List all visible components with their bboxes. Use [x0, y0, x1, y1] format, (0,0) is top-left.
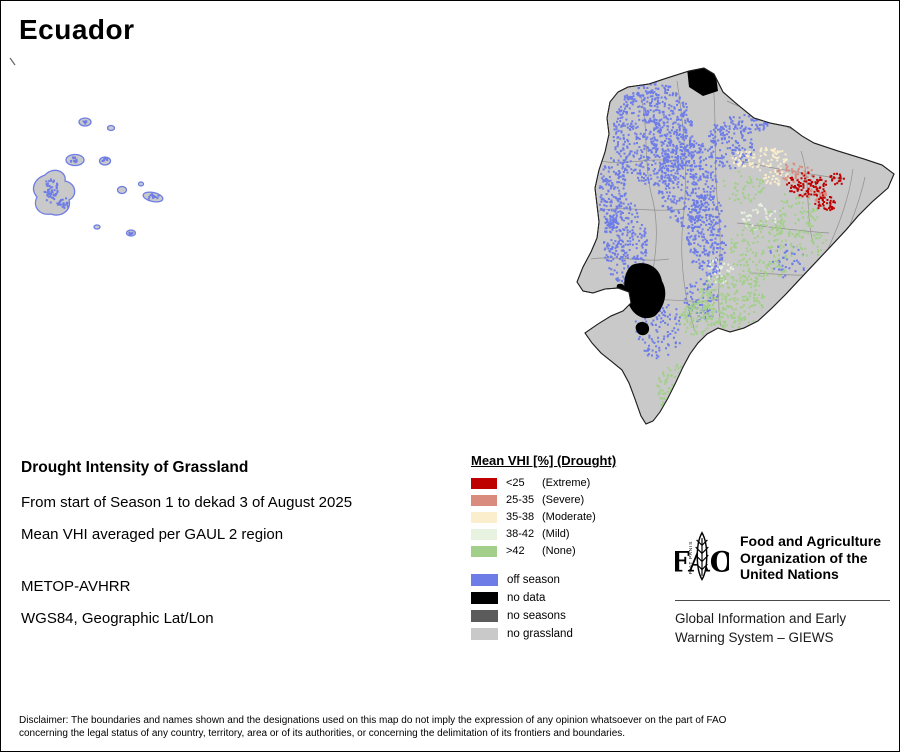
legend-row-off-season: off season	[471, 573, 616, 586]
swatch-moderate	[471, 511, 497, 523]
legend-label: no seasons	[507, 609, 566, 622]
fao-motto-text: FIAT PANIS	[688, 541, 694, 574]
legend-label: no grassland	[507, 627, 573, 640]
swatch-no-data	[471, 591, 498, 604]
legend-value: 38-42	[506, 528, 535, 540]
spacer	[21, 558, 352, 578]
giews-caption: Global Information and Early Warning Sys…	[675, 609, 890, 647]
legend-extra-section: off season no data no seasons no grassla…	[471, 573, 616, 640]
legend-label: (Mild)	[542, 528, 570, 540]
legend: Mean VHI [%] (Drought) <25 (Extreme) 25-…	[471, 453, 616, 645]
fao-org-line: Organization of the	[740, 549, 868, 566]
giews-line: Global Information and Early	[675, 611, 847, 626]
legend-row-no-grassland: no grassland	[471, 627, 616, 640]
legend-label: no data	[507, 591, 546, 604]
fao-logo-icon: FAO FIAT PANIS	[675, 531, 729, 581]
map-projection-line: WGS84, Geographic Lat/Lon	[21, 610, 214, 627]
legend-label: (Extreme)	[542, 477, 591, 489]
legend-label: off season	[507, 573, 560, 586]
swatch-severe	[471, 494, 497, 506]
legend-label: (None)	[542, 545, 576, 557]
swatch-no-seasons	[471, 609, 498, 622]
no-data-areas	[616, 68, 718, 336]
legend-row-moderate: 35-38 (Moderate)	[471, 511, 616, 523]
legend-title: Mean VHI [%] (Drought)	[471, 453, 617, 468]
galapagos-islands	[9, 57, 164, 237]
legend-row-extreme: <25 (Extreme)	[471, 477, 616, 489]
ecuador-mainland	[576, 67, 895, 425]
wheat-ear-icon	[695, 538, 709, 576]
fao-org-name: Food and Agriculture Organization of the…	[740, 529, 881, 583]
map-period-line: From start of Season 1 to dekad 3 of Aug…	[21, 494, 353, 511]
legend-label: (Severe)	[542, 494, 585, 506]
map-subject-heading: Drought Intensity of Grassland	[21, 459, 249, 476]
map-aggregation-line: Mean VHI averaged per GAUL 2 region	[21, 526, 284, 543]
legend-row-mild: 38-42 (Mild)	[471, 528, 616, 540]
galapagos-offseason-speckles	[43, 120, 160, 236]
fao-org-line: Food and Agriculture	[740, 533, 882, 549]
fao-org-line: United Nations	[740, 566, 839, 582]
legend-value: 25-35	[506, 494, 535, 506]
swatch-no-grassland	[471, 627, 498, 640]
swatch-mild	[471, 528, 497, 540]
fao-block: FAO FIAT PANIS Food and Agriculture Orga…	[675, 529, 890, 647]
disclaimer-line: concerning the legal status of any count…	[19, 727, 626, 739]
legend-value: >42	[506, 545, 525, 557]
country-outline	[576, 67, 895, 425]
legend-row-no-data: no data	[471, 591, 616, 604]
map-info-block: Drought Intensity of Grassland From star…	[21, 459, 352, 642]
map-sensor-line: METOP-AVHRR	[21, 578, 131, 595]
fao-branding: FAO FIAT PANIS Food and Agriculture Orga…	[675, 529, 890, 585]
giews-line: Warning System – GIEWS	[675, 630, 834, 645]
legend-row-severe: 25-35 (Severe)	[471, 494, 616, 506]
legend-value: <25	[506, 477, 525, 489]
fao-divider	[675, 600, 890, 601]
legend-label: (Moderate)	[542, 511, 596, 523]
swatch-off-season	[471, 573, 498, 586]
legend-row-no-seasons: no seasons	[471, 609, 616, 622]
disclaimer: Disclaimer: The boundaries and names sho…	[19, 715, 891, 740]
swatch-extreme	[471, 477, 497, 489]
legend-value: 35-38	[506, 511, 535, 523]
small-island-mark	[9, 57, 16, 66]
legend-row-none: >42 (None)	[471, 545, 616, 557]
swatch-none	[471, 545, 497, 557]
disclaimer-line: Disclaimer: The boundaries and names sho…	[19, 715, 727, 726]
page-title: Ecuador	[19, 14, 135, 45]
